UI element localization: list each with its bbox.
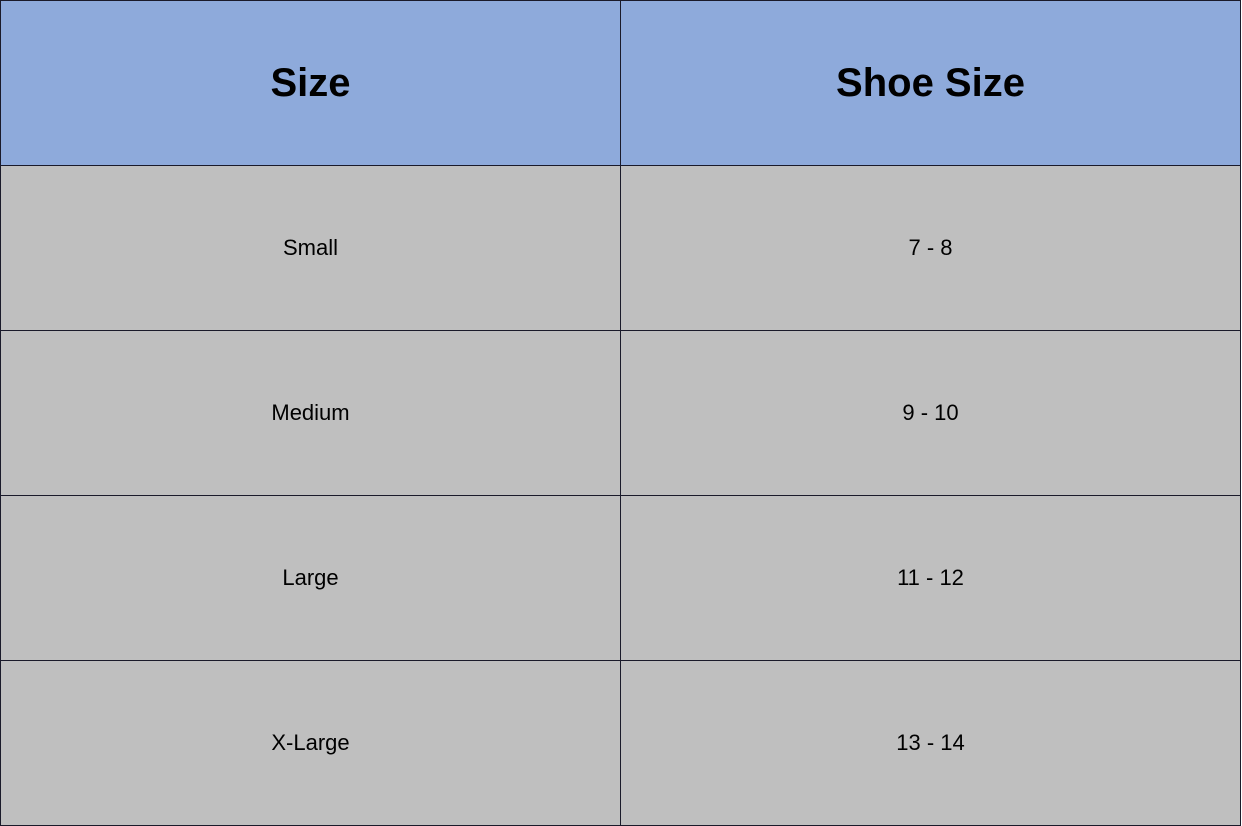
table-row: Small 7 - 8	[0, 165, 1241, 331]
size-cell: Medium	[0, 330, 621, 496]
table-row: Large 11 - 12	[0, 495, 1241, 661]
shoe-size-cell: 7 - 8	[620, 165, 1241, 331]
header-row: Size Shoe Size	[0, 0, 1241, 166]
header-size: Size	[0, 0, 621, 166]
shoe-size-cell: 13 - 14	[620, 660, 1241, 826]
header-shoe-size: Shoe Size	[620, 0, 1241, 166]
table-row: Medium 9 - 10	[0, 330, 1241, 496]
size-cell: Large	[0, 495, 621, 661]
table-row: X-Large 13 - 14	[0, 660, 1241, 826]
shoe-size-cell: 9 - 10	[620, 330, 1241, 496]
shoe-size-cell: 11 - 12	[620, 495, 1241, 661]
size-cell: Small	[0, 165, 621, 331]
size-cell: X-Large	[0, 660, 621, 826]
